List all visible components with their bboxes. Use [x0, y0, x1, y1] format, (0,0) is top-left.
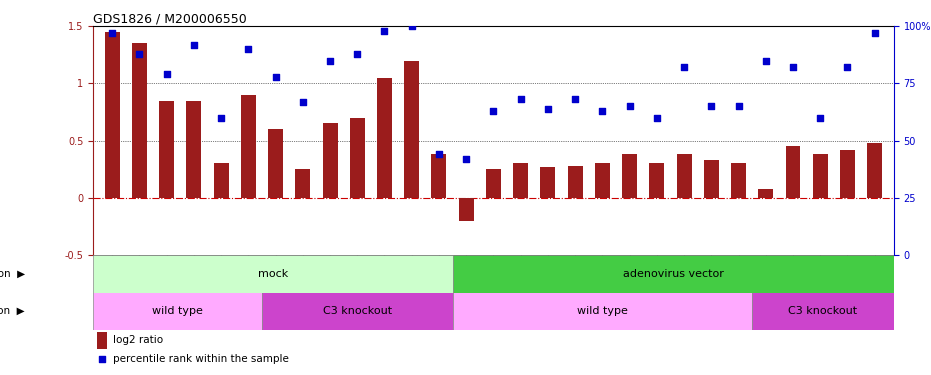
Point	[568, 96, 583, 102]
Point	[786, 64, 801, 70]
Point	[159, 71, 174, 77]
Point	[650, 115, 665, 121]
Text: wild type: wild type	[152, 306, 203, 316]
Bar	[104, 32, 120, 198]
Bar	[268, 129, 283, 198]
Point	[322, 57, 337, 63]
Point	[868, 30, 883, 36]
Point	[241, 46, 256, 52]
Point	[731, 103, 746, 110]
Point	[513, 96, 528, 102]
Bar	[262, 292, 452, 330]
Bar	[377, 78, 392, 198]
Point	[295, 99, 310, 105]
Text: mock: mock	[258, 269, 288, 279]
Point	[677, 64, 692, 70]
Text: GDS1826 / M200006550: GDS1826 / M200006550	[93, 12, 247, 25]
Bar	[431, 154, 447, 198]
Point	[186, 42, 201, 48]
Bar	[786, 146, 801, 198]
Text: log2 ratio: log2 ratio	[114, 336, 163, 345]
Bar	[752, 292, 894, 330]
Bar	[186, 100, 201, 198]
Bar	[213, 164, 229, 198]
Point	[704, 103, 719, 110]
Point	[813, 115, 828, 121]
Point	[622, 103, 637, 110]
Text: wild type: wild type	[577, 306, 627, 316]
Text: infection  ▶: infection ▶	[0, 269, 25, 279]
Bar	[649, 164, 665, 198]
Bar	[459, 198, 474, 220]
Point	[377, 28, 392, 34]
Bar	[452, 292, 752, 330]
Text: genotype/variation  ▶: genotype/variation ▶	[0, 306, 25, 316]
Bar	[704, 160, 719, 198]
Point	[486, 108, 501, 114]
Text: C3 knockout: C3 knockout	[323, 306, 392, 316]
Bar	[731, 164, 746, 198]
Bar	[867, 143, 883, 198]
Text: C3 knockout: C3 knockout	[789, 306, 857, 316]
Point	[541, 106, 556, 112]
Bar	[513, 164, 528, 198]
Bar	[93, 255, 452, 292]
Bar	[159, 100, 174, 198]
Bar	[350, 118, 365, 198]
Point	[94, 356, 109, 362]
Text: adenovirus vector: adenovirus vector	[623, 269, 723, 279]
Point	[840, 64, 855, 70]
Text: percentile rank within the sample: percentile rank within the sample	[114, 354, 289, 364]
Bar	[93, 292, 262, 330]
Bar	[677, 154, 692, 198]
Bar	[452, 255, 894, 292]
Bar	[322, 123, 338, 198]
Bar	[595, 164, 610, 198]
Point	[459, 156, 474, 162]
Bar	[295, 169, 310, 198]
Bar	[241, 95, 256, 198]
Point	[104, 30, 119, 36]
Point	[759, 57, 774, 63]
Bar	[97, 332, 107, 349]
Bar	[486, 169, 501, 198]
Bar	[132, 44, 147, 198]
Bar	[840, 150, 855, 198]
Bar	[622, 154, 637, 198]
Point	[404, 23, 419, 29]
Point	[213, 115, 228, 121]
Point	[595, 108, 610, 114]
Point	[268, 74, 283, 80]
Bar	[758, 189, 774, 198]
Point	[132, 51, 147, 57]
Point	[431, 152, 446, 157]
Bar	[813, 154, 828, 198]
Bar	[568, 166, 583, 198]
Point	[350, 51, 365, 57]
Bar	[540, 167, 556, 198]
Bar	[404, 60, 419, 198]
